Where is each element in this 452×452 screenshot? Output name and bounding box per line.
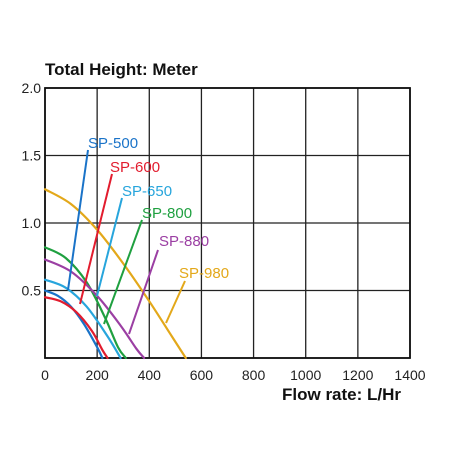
axis-ticks: 0 200 400 600 800 1000 1200 1400 0.5 1.0 1.5 2.0: [22, 80, 426, 383]
series-line-sp-500: [43, 289, 104, 360]
series-label: SP-600: [110, 159, 160, 176]
series-line-sp-980: [43, 188, 187, 360]
x-axis-label: Flow rate: L/Hr: [282, 385, 401, 404]
x-tick-label: 1000: [290, 367, 321, 383]
x-tick-label: 0: [41, 367, 49, 383]
plot-frame: [44, 87, 411, 359]
y-tick-label: 0.5: [22, 283, 42, 299]
x-tick-label: 400: [138, 367, 162, 383]
x-tick-label: 200: [85, 367, 109, 383]
series-leader-line: [165, 280, 186, 324]
series-label: SP-500: [88, 135, 138, 152]
series-line-sp-650: [43, 278, 122, 360]
x-tick-label: 600: [190, 367, 214, 383]
series-leader-line: [103, 219, 143, 325]
series-line-sp-800: [43, 246, 127, 360]
series-leader-line: [128, 249, 159, 335]
series-label: SP-800: [142, 205, 192, 222]
y-tick-label: 2.0: [22, 80, 42, 96]
series-label: SP-980: [179, 265, 229, 282]
series-label: SP-650: [122, 183, 172, 200]
series-line-sp-600: [43, 296, 109, 360]
y-tick-label: 1.5: [22, 148, 42, 164]
grid: [44, 87, 411, 359]
series-leader-line: [96, 197, 123, 297]
x-tick-label: 800: [242, 367, 266, 383]
x-tick-label: 1400: [394, 367, 425, 383]
series-labels: SP-500 SP-600 SP-650 SP-800 SP-880 SP-980: [67, 135, 229, 335]
series-leader-line: [67, 149, 89, 291]
x-tick-label: 1200: [342, 367, 373, 383]
chart-title: Total Height: Meter: [45, 60, 198, 79]
series-label: SP-880: [159, 233, 209, 250]
y-tick-label: 1.0: [22, 215, 42, 231]
series-leader-line: [79, 173, 113, 305]
